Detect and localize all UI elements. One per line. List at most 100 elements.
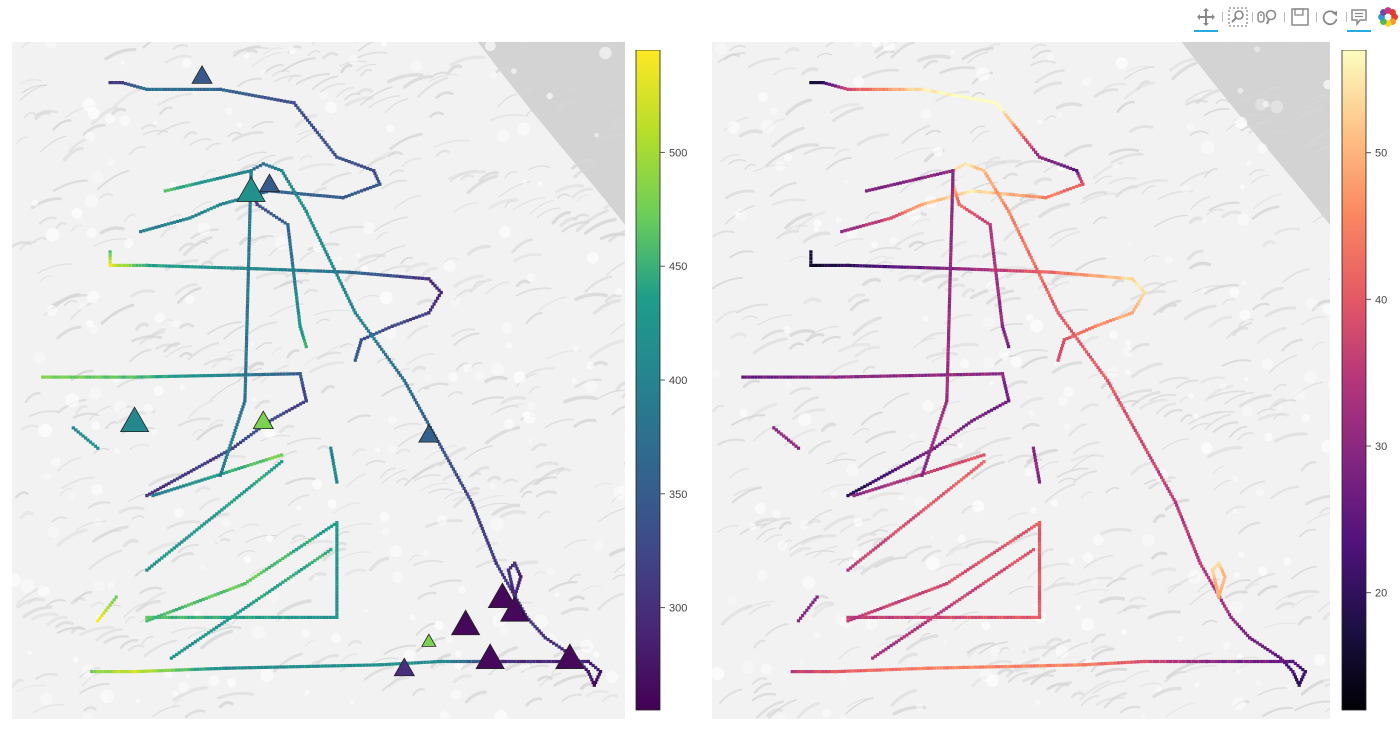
track-point [1096,365,1100,370]
track-point [939,666,943,670]
track-point [295,302,299,306]
track-point [108,257,112,261]
track-point [854,489,858,493]
track-point [1126,414,1130,419]
track-point [270,418,274,422]
track-point [926,666,930,670]
track-point [908,179,912,183]
bokeh-logo[interactable] [1374,3,1400,31]
track-point [244,357,248,361]
track-point [942,465,946,470]
track-point [76,430,80,434]
box-zoom-tool[interactable] [1224,3,1252,31]
track-point [206,208,210,212]
track-point [862,87,866,91]
track-point [1075,169,1079,173]
track-point [1036,270,1040,274]
track-point [944,606,948,610]
track-point [1246,633,1250,638]
hover-tool[interactable] [1345,3,1373,32]
track-point [855,264,860,268]
track-point [1039,276,1043,280]
pan-tool[interactable] [1192,3,1220,32]
track-point [107,375,111,379]
track-point [228,666,232,670]
track-point [515,586,519,590]
track-point [292,101,296,105]
track-point [1132,308,1136,312]
track-point [554,643,559,647]
track-point [473,509,477,513]
track-point [951,181,955,185]
track-point [1014,224,1018,228]
track-point [934,613,938,618]
track-point [1015,269,1019,273]
track-point [1002,330,1006,334]
track-point [442,450,446,455]
track-point [110,600,114,604]
track-point [458,659,463,664]
track-point [1087,327,1092,331]
track-point [328,615,332,619]
track-point [494,561,498,565]
track-point [901,374,905,378]
track-point [916,512,921,516]
track-point [1040,195,1045,199]
track-point [960,267,964,271]
track-point [251,576,255,580]
track-point [958,615,962,619]
reset-tool[interactable] [1316,3,1344,31]
track-point [247,239,251,243]
track-point [188,643,192,647]
save-tool[interactable] [1286,3,1314,31]
track-point [1205,573,1209,577]
track-point [170,87,174,91]
track-point [881,615,885,619]
track-point [210,594,214,598]
track-point [285,665,289,669]
track-point [293,268,297,272]
track-point [347,193,351,198]
map-panel-right[interactable] [712,42,1330,719]
track-point [877,477,881,481]
track-point [204,633,208,637]
wheel-zoom-tool[interactable] [1254,3,1282,31]
track-point [1213,580,1217,584]
track-point [818,263,822,267]
track-point [939,373,944,377]
track-point [871,480,875,484]
map-panel-left[interactable] [12,42,625,719]
track-point [258,615,262,619]
track-point [886,483,890,487]
track-point [396,322,400,326]
track-point [185,645,189,649]
track-point [234,90,238,94]
track-point [441,448,445,452]
track-point [1011,218,1015,222]
track-point [801,614,805,618]
track-point [170,480,174,484]
track-point [454,473,458,477]
track-point [945,380,949,384]
track-point [518,572,522,576]
track-point [225,470,229,474]
track-point [101,375,105,379]
track-point [246,435,250,439]
track-point [1037,536,1042,541]
track-point [1136,660,1140,664]
track-point [968,372,972,376]
track-point [792,375,796,379]
track-point [228,443,232,448]
track-point [359,338,363,342]
track-point [1053,192,1057,196]
track-point [970,211,974,215]
track-point [306,615,310,619]
track-point [166,222,170,226]
track-point [894,615,898,619]
track-point [250,93,254,97]
track-point [1011,193,1016,197]
track-point [1000,665,1004,669]
track-point [240,666,245,670]
track-point [499,570,503,574]
track-point [283,555,288,559]
